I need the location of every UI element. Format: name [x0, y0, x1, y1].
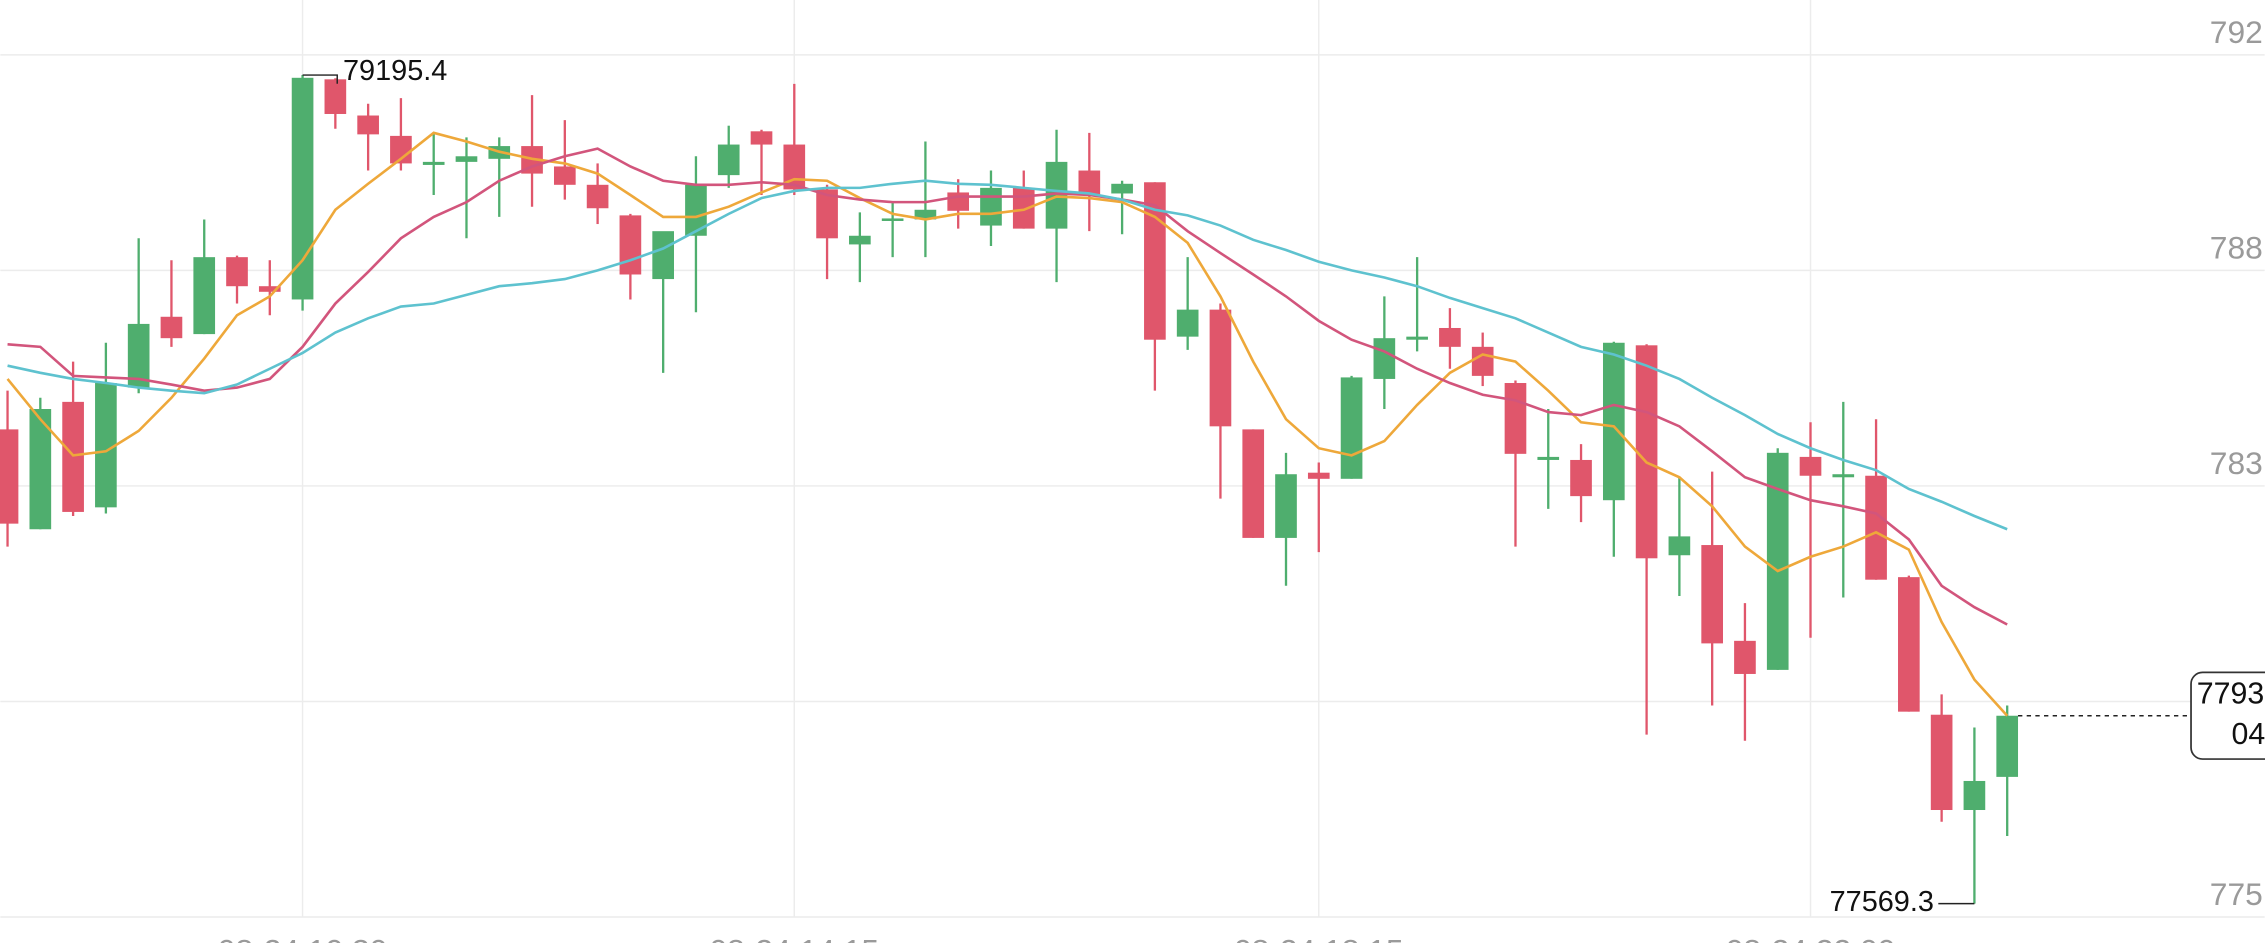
candle-body	[1832, 474, 1855, 478]
candle-body	[1373, 338, 1396, 379]
candle-body	[455, 156, 478, 162]
candle-body	[1275, 474, 1297, 538]
candle-body	[914, 209, 937, 220]
candle-body	[1012, 187, 1035, 229]
candle-body	[586, 184, 609, 209]
candle-body	[0, 429, 19, 524]
candle-body	[881, 218, 904, 221]
candle-body	[1898, 577, 1920, 712]
candle-body	[1996, 715, 2019, 777]
candle-body	[226, 257, 248, 287]
candle-body	[1930, 714, 1953, 811]
candle-body	[1570, 459, 1592, 497]
y-tick-label: 788	[2210, 230, 2263, 266]
y-tick-label: 783	[2210, 445, 2263, 481]
x-tick-label: 08-24 14:15	[710, 932, 880, 943]
high-label: 79195.4	[343, 55, 447, 87]
candle-body	[1340, 377, 1363, 479]
candle-body	[652, 231, 674, 280]
candle-body	[422, 161, 445, 165]
candle-body	[390, 135, 412, 164]
candle-body	[357, 115, 379, 135]
candle-body	[816, 189, 838, 239]
candle-body	[1766, 452, 1789, 670]
candle-body	[1635, 345, 1658, 559]
candle-body	[947, 192, 970, 211]
candle-body	[1439, 327, 1461, 347]
candle-body	[193, 257, 216, 335]
candle-body	[1734, 640, 1756, 674]
current-price-label: 7793	[2197, 678, 2264, 711]
candle-body	[1602, 342, 1625, 501]
candle-body	[685, 184, 707, 236]
candle-body	[1078, 170, 1101, 195]
candle-body	[258, 286, 281, 292]
candle-body	[717, 144, 740, 176]
candle-body	[553, 166, 576, 185]
candle-body	[1668, 536, 1691, 556]
ma-line	[7, 147, 2008, 626]
ma-line	[6, 131, 2009, 717]
x-tick-label: 08-24 22:00	[1726, 932, 1896, 943]
candle-body	[291, 77, 314, 300]
candle-body	[1865, 475, 1887, 580]
candle-body	[1406, 336, 1428, 340]
candle-body	[619, 215, 642, 275]
candle-body	[324, 79, 347, 114]
candle-body	[1799, 456, 1822, 476]
candle-body	[1701, 545, 1723, 644]
low-label: 77569.3	[1830, 886, 1934, 918]
candle-body	[160, 316, 183, 339]
candle-body	[750, 131, 773, 145]
annotation-line	[302, 74, 338, 84]
candle-body	[1209, 309, 1232, 427]
ma-line	[7, 179, 2008, 531]
candle-body	[62, 401, 84, 512]
candle-body	[1963, 780, 1986, 811]
candle-body	[1537, 456, 1560, 460]
candle-body	[1176, 309, 1199, 337]
candle-body	[1111, 183, 1133, 194]
candle-body	[1471, 346, 1494, 376]
current-price-box	[2190, 671, 2265, 760]
candle-body	[849, 235, 871, 245]
candle-body	[127, 323, 150, 388]
candle-body	[1242, 429, 1265, 538]
y-tick-label: 792	[2210, 14, 2263, 50]
candle-body	[95, 383, 117, 508]
candle-body	[1307, 472, 1330, 479]
x-tick-label: 08-24 10:30	[218, 932, 388, 943]
candle-body	[29, 409, 52, 530]
candle-body	[980, 187, 1002, 226]
y-tick-label: 775	[2210, 876, 2263, 912]
candle-body	[1504, 383, 1527, 454]
countdown-label: 04	[2231, 718, 2265, 751]
x-tick-label: 08-24 18:15	[1234, 932, 1404, 943]
